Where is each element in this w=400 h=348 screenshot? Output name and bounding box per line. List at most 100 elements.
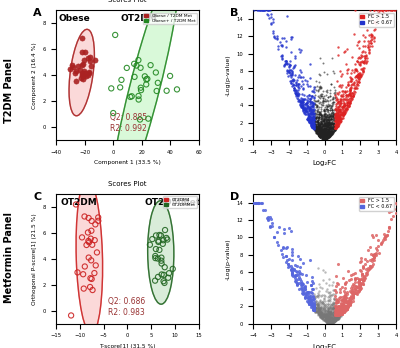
Point (310, 102, 316, 108)
Point (310, 115, 316, 120)
Point (314, 304, 321, 309)
Point (334, 117, 340, 122)
Point (322, 313, 328, 318)
Point (323, 126, 330, 132)
Point (347, 95, 354, 101)
Point (304, 99, 310, 104)
Point (354, 74, 361, 80)
Point (327, 128, 333, 134)
Point (352, 67, 359, 72)
Point (336, 106, 342, 112)
Point (348, 288, 355, 293)
Point (322, 294, 328, 299)
Point (329, 119, 336, 125)
Point (302, 107, 308, 113)
Point (320, 122, 326, 128)
Point (289, 270, 296, 276)
Point (326, 132, 332, 137)
Point (347, 300, 354, 306)
Point (306, 116, 313, 122)
Point (320, 307, 326, 313)
Point (317, 124, 323, 129)
Point (286, 63, 292, 69)
Point (321, 108, 327, 114)
Point (333, 317, 339, 323)
Point (133, 63, 140, 68)
Point (335, 121, 341, 127)
Point (318, 116, 325, 121)
Point (327, 113, 334, 119)
Point (367, 8, 374, 13)
Point (319, 315, 325, 321)
Point (341, 295, 347, 301)
Point (313, 310, 320, 315)
Point (292, 278, 298, 283)
Point (326, 310, 332, 315)
Point (248, 200, 254, 206)
Point (310, 110, 317, 115)
Point (373, 245, 380, 251)
Point (304, 100, 310, 105)
Point (329, 318, 335, 324)
Point (333, 296, 339, 302)
Point (325, 315, 332, 320)
Point (324, 315, 330, 320)
Point (320, 316, 326, 322)
Point (333, 289, 339, 294)
Point (345, 104, 352, 109)
Point (318, 126, 324, 132)
Point (87, 284, 93, 290)
Point (311, 304, 317, 310)
Point (328, 302, 334, 307)
Point (304, 109, 310, 114)
Point (322, 125, 328, 130)
Point (355, 73, 362, 79)
Point (324, 317, 330, 322)
Point (319, 132, 326, 138)
Point (326, 131, 332, 136)
Point (340, 111, 347, 117)
Point (318, 309, 324, 314)
Point (297, 270, 303, 275)
Point (308, 120, 315, 125)
Point (347, 99, 353, 104)
Point (282, 58, 288, 64)
Point (351, 79, 358, 84)
Point (332, 303, 338, 309)
Point (332, 122, 339, 127)
Point (299, 271, 305, 277)
Point (297, 99, 304, 105)
Point (322, 302, 328, 308)
Point (325, 311, 332, 317)
Point (342, 110, 348, 116)
Point (337, 312, 344, 317)
Point (320, 131, 326, 137)
Point (320, 111, 327, 117)
Point (323, 131, 330, 137)
Point (339, 298, 345, 303)
Point (293, 279, 299, 285)
Point (324, 130, 331, 136)
Point (331, 305, 338, 310)
Point (322, 137, 328, 142)
Point (396, 8, 400, 13)
Point (352, 66, 359, 72)
Point (366, 32, 372, 38)
Point (315, 120, 322, 126)
Point (332, 303, 338, 308)
Point (322, 317, 328, 322)
Point (312, 124, 318, 130)
Point (314, 121, 321, 126)
Point (327, 131, 333, 136)
Point (322, 288, 329, 293)
Point (297, 101, 303, 106)
Point (323, 116, 330, 121)
Point (326, 119, 332, 124)
Point (314, 300, 321, 306)
Point (318, 86, 324, 91)
Point (323, 318, 330, 324)
Point (358, 66, 365, 72)
Point (322, 115, 328, 120)
Point (324, 121, 330, 127)
Point (315, 131, 322, 137)
